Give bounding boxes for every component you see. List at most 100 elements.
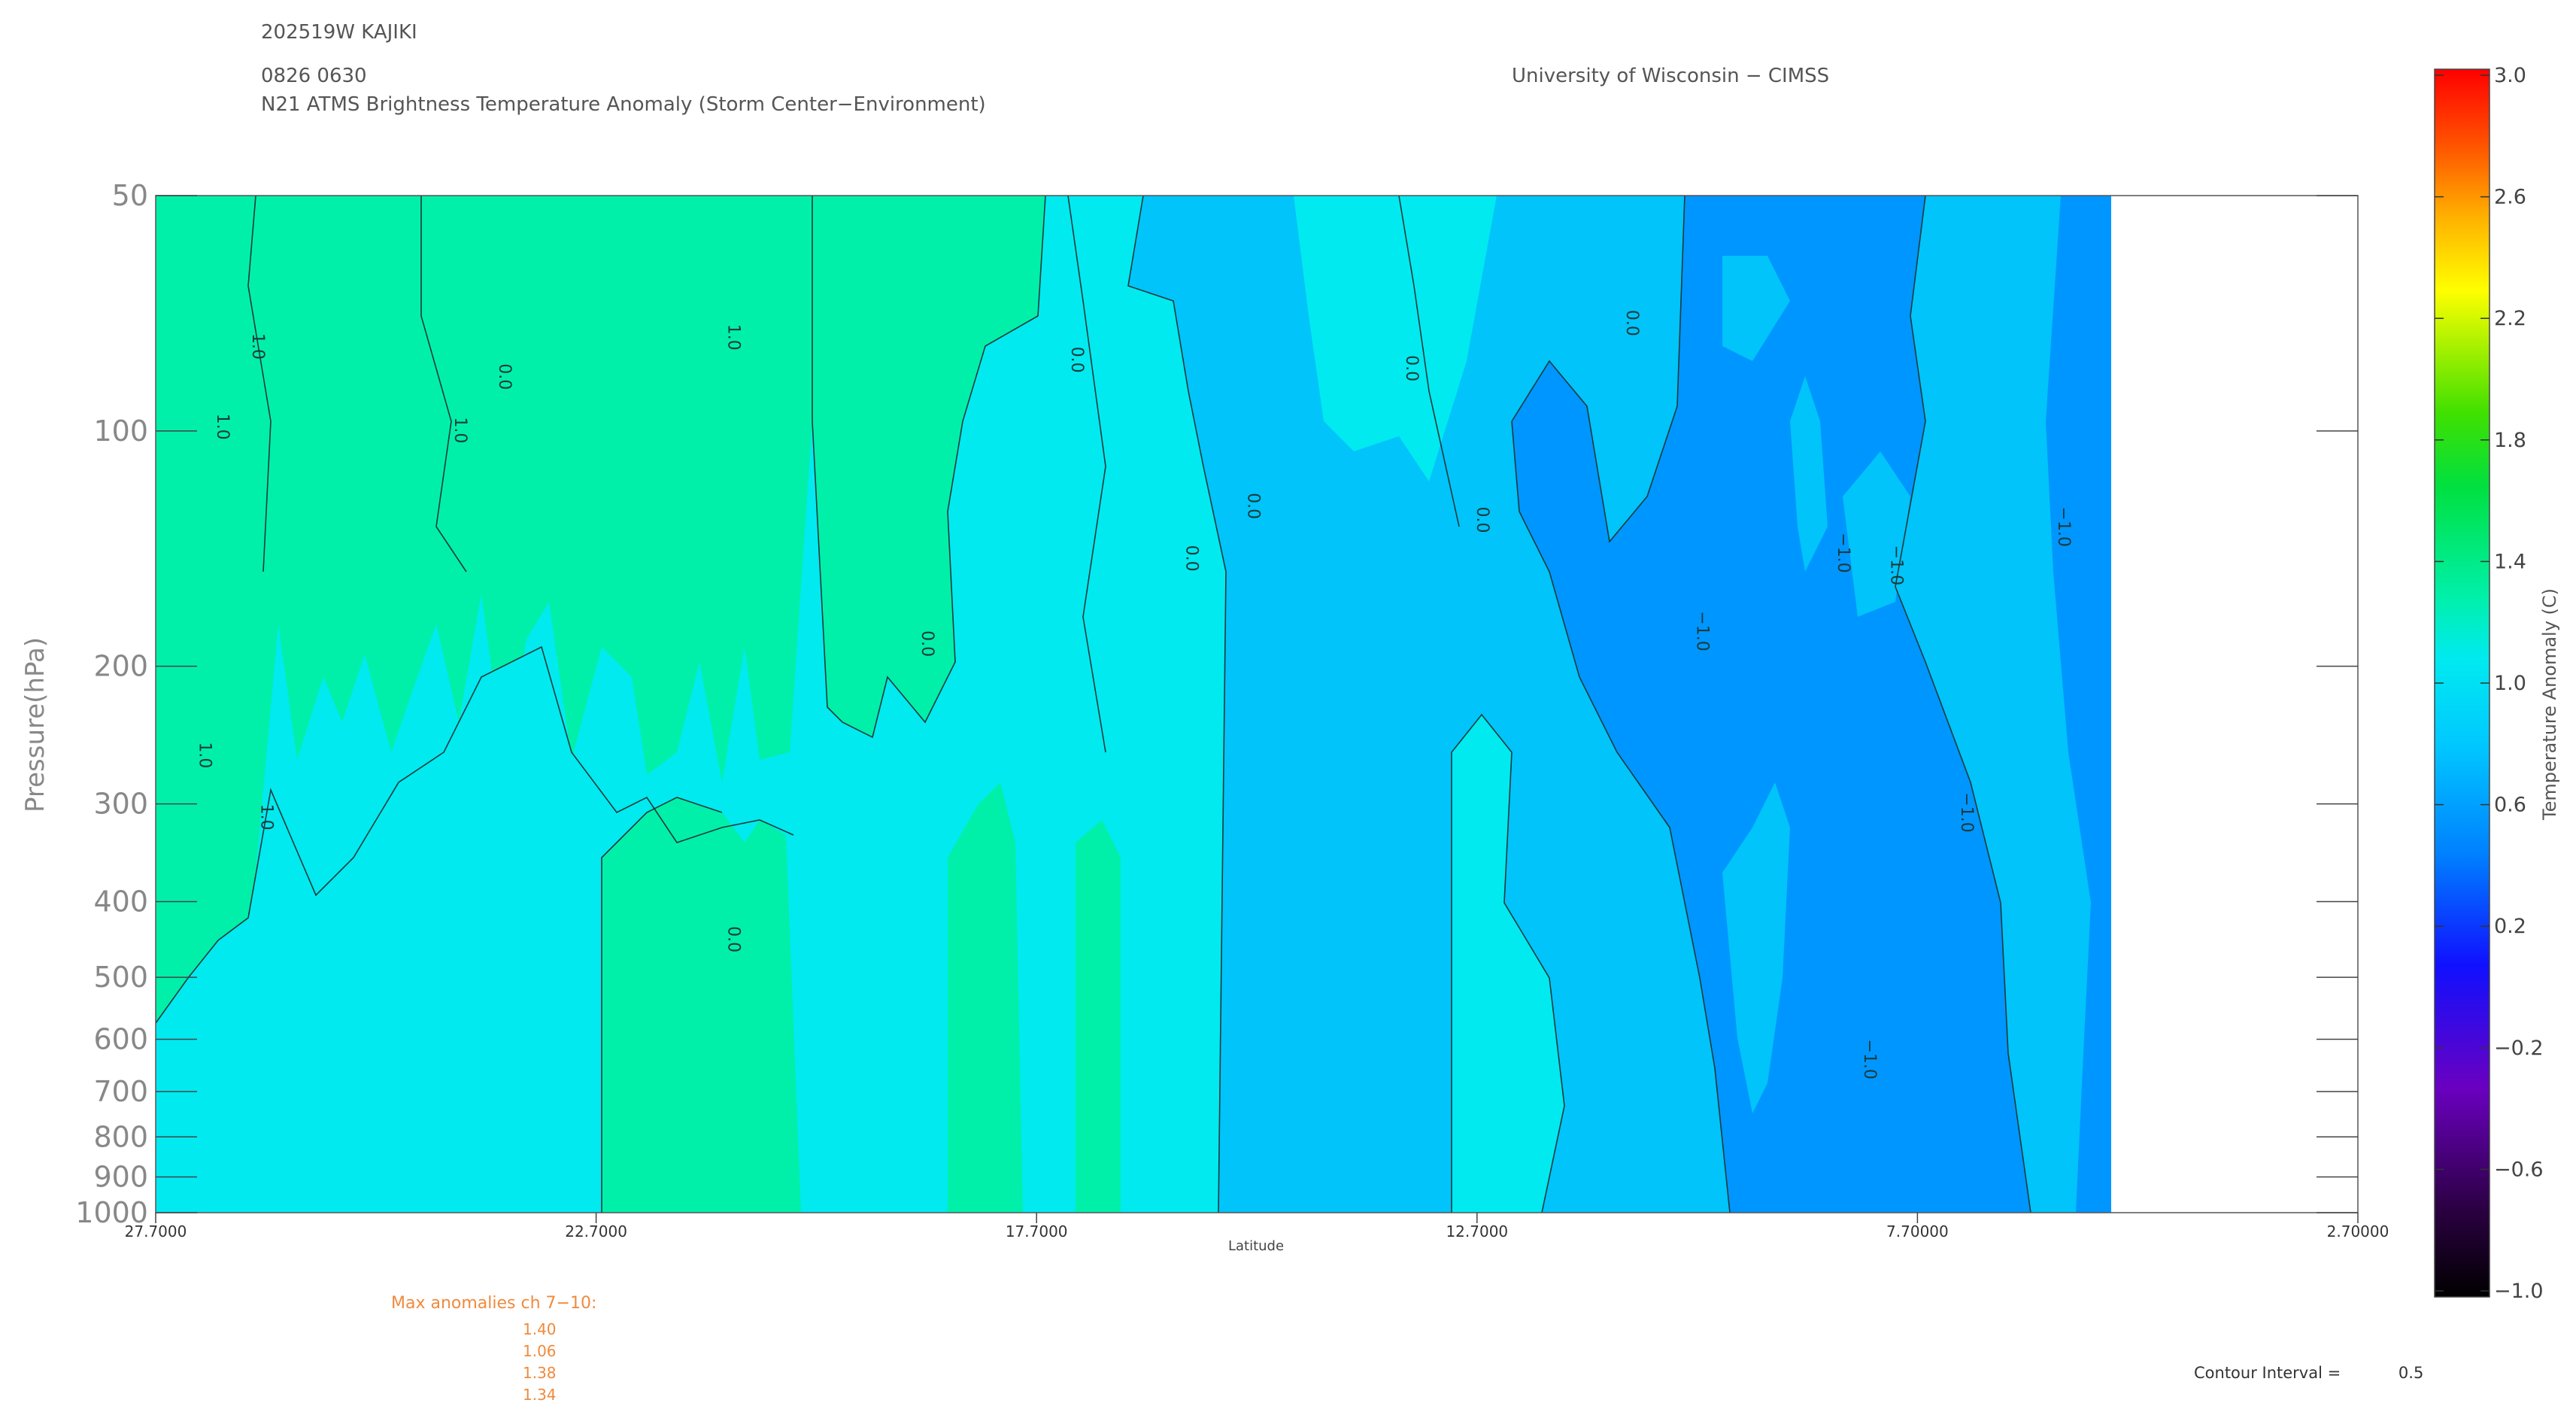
- x-tick-label: 17.7000: [1006, 1222, 1068, 1240]
- colorbar-tick-label: 2.6: [2494, 186, 2526, 209]
- contour-label: 1.0: [196, 742, 214, 768]
- x-tick-label: 2.70000: [2327, 1222, 2389, 1240]
- colorbar-tick-label: 0.6: [2494, 794, 2526, 817]
- contour-line-3: [1127, 196, 1227, 1213]
- colorbar-tick-label: −0.6: [2494, 1158, 2544, 1181]
- contour-region-aqua-east-2: [1294, 196, 1497, 481]
- contour-line-11: [1067, 196, 1106, 753]
- colorbar-tick-label: 2.2: [2494, 307, 2526, 330]
- contour-region-blue-east-edge: [2046, 196, 2111, 1213]
- contour-line-9: [247, 196, 272, 572]
- contour-label: 1.0: [257, 804, 276, 831]
- contour-label: 1.0: [248, 333, 267, 360]
- contour-region-blue-core: [1512, 196, 2031, 1213]
- contour-region-green-west: [156, 196, 812, 1213]
- y-tick-label: 50: [112, 179, 148, 212]
- contour-line-1: [156, 645, 794, 1024]
- contour-label: 0.0: [1402, 355, 1421, 381]
- contour-lines: [156, 196, 2031, 1213]
- max-anomalies-title: Max anomalies ch 7−10:: [391, 1294, 597, 1313]
- y-tick-label: 700: [93, 1075, 148, 1108]
- x-tick-label: 7.70000: [1886, 1222, 1949, 1240]
- contour-interval: Contour Interval = 0.5: [2194, 1364, 2423, 1382]
- y-tick-label: 200: [93, 650, 148, 683]
- colorbar-tick-label: 1.0: [2494, 672, 2526, 695]
- y-tick-label: 400: [93, 885, 148, 918]
- colorbar-tick-label: −1.0: [2494, 1280, 2544, 1303]
- max-anomaly-value: 1.38: [523, 1364, 557, 1382]
- contour-region-green-upper-mid: [812, 196, 1045, 737]
- contour-region-green-mid-3: [1076, 820, 1121, 1213]
- contour-label: −1.0: [1834, 533, 1852, 572]
- contour-line-5: [1895, 196, 2031, 1213]
- max-anomaly-value: 1.06: [523, 1342, 557, 1360]
- contour-labels: 1.0 1.0 1.0 0.0 1.0 0.0 0.0 0.0 0.0 0.0 0.0 0.0 −1.0…: [196, 310, 2073, 1080]
- no-data-region: [2112, 196, 2358, 1213]
- contour-line-8: [1511, 421, 1731, 1213]
- y-tick-label: 1000: [75, 1196, 148, 1229]
- contour-label: 0.0: [918, 630, 936, 657]
- contour-label: −1.0: [1886, 545, 1905, 585]
- y-tick-label: 600: [93, 1022, 148, 1055]
- institution: University of Wisconsin − CIMSS: [1512, 65, 1830, 87]
- contour-label: 1.0: [213, 414, 232, 440]
- contour-line-12: [1398, 196, 1460, 527]
- contour-region-cyan-inset-4: [1843, 451, 1910, 617]
- anomaly-field: [156, 196, 2358, 1213]
- colorbar-tick-label: −0.2: [2494, 1037, 2544, 1060]
- contour-label: −1.0: [2054, 507, 2073, 547]
- y-tick-label: 500: [93, 961, 148, 994]
- max-anomalies: Max anomalies ch 7−10: 1.40 1.06 1.38 1.…: [391, 1294, 596, 1406]
- contour-line-10: [420, 196, 467, 572]
- x-tick-label: 22.7000: [565, 1222, 627, 1240]
- colorbar-tick-label: 1.8: [2494, 429, 2526, 452]
- x-axis-label: Latitude: [1228, 1238, 1284, 1254]
- contour-line-2: [812, 196, 1046, 739]
- colorbar-tick-label: 0.2: [2494, 915, 2526, 938]
- contour-region-cyan-inset-2: [1790, 376, 1828, 572]
- y-tick-label: 800: [93, 1120, 148, 1153]
- colorbar-ticks: 3.0 2.6 2.2 1.8 1.4 1.0 0.6 0.2 −0.2 −0.6 −1.0: [2435, 64, 2544, 1303]
- contour-interval-value: 0.5: [2398, 1364, 2424, 1382]
- contour-label: 0.0: [1243, 493, 1262, 519]
- contour-label: 0.0: [495, 363, 514, 390]
- contour-line-7: [601, 797, 723, 1213]
- contour-interval-label: Contour Interval =: [2194, 1364, 2341, 1382]
- colorbar: [2434, 68, 2490, 1298]
- contour-region-green-mid-2: [948, 782, 1023, 1213]
- colorbar-tick-label: 3.0: [2494, 64, 2526, 87]
- contour-label: 0.0: [1067, 347, 1086, 373]
- x-tick-label: 27.7000: [125, 1222, 187, 1240]
- contour-label: 1.0: [724, 324, 742, 351]
- colorbar-tick-label: 1.4: [2494, 550, 2526, 573]
- storm-id: 202519W KAJIKI: [261, 21, 417, 44]
- y-tick-label: 100: [93, 415, 148, 448]
- contour-label: −1.0: [1860, 1039, 1879, 1079]
- contour-line-4: [1511, 196, 1685, 543]
- max-anomaly-value: 1.40: [523, 1320, 557, 1338]
- max-anomalies-values: 1.40 1.06 1.38 1.34: [391, 1319, 596, 1406]
- contour-label: −1.0: [1693, 611, 1712, 651]
- contour-label: 1.0: [451, 417, 469, 443]
- contour-label: 0.0: [1182, 545, 1200, 572]
- contour-line-6: [1451, 713, 1565, 1213]
- contour-region-green-mid: [602, 797, 801, 1213]
- y-tick-label: 900: [93, 1160, 148, 1193]
- plot-frame: [155, 195, 2359, 1213]
- max-anomaly-value: 1.34: [523, 1386, 557, 1404]
- y-axis-label: Pressure(hPa): [20, 637, 50, 812]
- y-tick-label: 300: [93, 788, 148, 821]
- contour-region-cyan-inset-3: [1722, 256, 1790, 361]
- contour-label: 0.0: [1473, 507, 1491, 533]
- colorbar-label: Temperature Anomaly (C): [2539, 588, 2560, 821]
- product-title: N21 ATMS Brightness Temperature Anomaly …: [261, 93, 986, 116]
- contour-region-cyan-inset-1: [1722, 782, 1790, 1113]
- datetime: 0826 0630: [261, 65, 367, 87]
- contour-region-aqua-east-1: [1452, 715, 1564, 1213]
- contour-label: −1.0: [1957, 792, 1976, 832]
- contour-label: 0.0: [1622, 310, 1641, 336]
- contour-label: 0.0: [724, 926, 742, 952]
- x-tick-label: 12.7000: [1446, 1222, 1508, 1240]
